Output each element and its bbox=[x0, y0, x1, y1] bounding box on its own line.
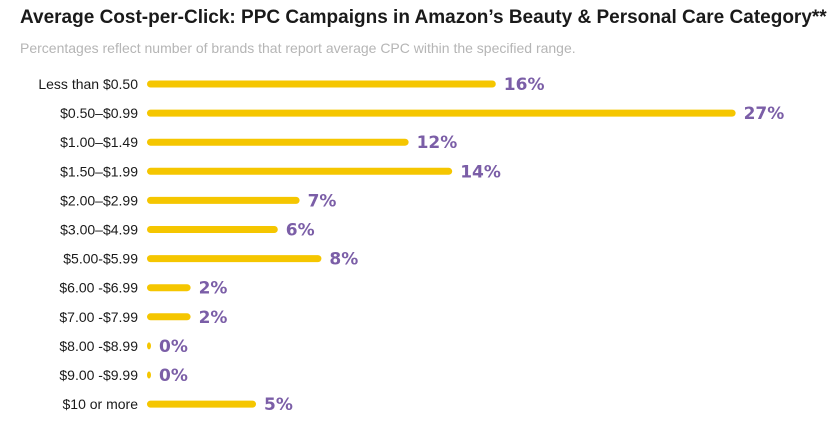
value-label-less-than-0-50: 16% bbox=[504, 75, 545, 95]
chart-title: Average Cost-per-Click: PPC Campaigns in… bbox=[20, 7, 827, 28]
category-label-0-50-0-99: $0.50–$0.99 bbox=[60, 105, 138, 121]
category-label-3-00-4-99: $3.00–$4.99 bbox=[60, 222, 138, 238]
category-label-5-00-5-99: $5.00-$5.99 bbox=[63, 251, 138, 267]
chart-subtitle: Percentages reflect number of brands tha… bbox=[20, 40, 576, 56]
category-label-10-or-more: $10 or more bbox=[63, 396, 139, 412]
category-label-8-00-8-99: $8.00 -$8.99 bbox=[59, 338, 138, 354]
bar-8-00-8-99 bbox=[147, 342, 151, 350]
value-label-7-00-7-99: 2% bbox=[199, 308, 228, 328]
value-label-3-00-4-99: 6% bbox=[286, 221, 315, 241]
bar-0-50-0-99 bbox=[147, 109, 736, 117]
value-label-5-00-5-99: 8% bbox=[329, 250, 358, 270]
bar-9-00-9-99 bbox=[147, 371, 151, 379]
value-label-9-00-9-99: 0% bbox=[159, 366, 188, 386]
category-label-7-00-7-99: $7.00 -$7.99 bbox=[59, 309, 138, 325]
bar-5-00-5-99 bbox=[147, 255, 322, 263]
bar-3-00-4-99 bbox=[147, 226, 278, 233]
value-label-8-00-8-99: 0% bbox=[159, 337, 188, 357]
value-label-0-50-0-99: 27% bbox=[744, 104, 785, 124]
value-label-6-00-6-99: 2% bbox=[199, 279, 228, 299]
category-label-6-00-6-99: $6.00 -$6.99 bbox=[59, 280, 138, 296]
bar-2-00-2-99 bbox=[147, 196, 300, 204]
bar-less-than-0-50 bbox=[147, 80, 496, 88]
category-label-2-00-2-99: $2.00–$2.99 bbox=[60, 192, 138, 208]
category-label-1-00-1-49: $1.00–$1.49 bbox=[60, 134, 138, 150]
bar-7-00-7-99 bbox=[147, 313, 191, 321]
bar-10-or-more bbox=[147, 400, 256, 408]
value-label-10-or-more: 5% bbox=[264, 395, 293, 415]
value-label-1-00-1-49: 12% bbox=[417, 133, 458, 153]
bar-1-50-1-99 bbox=[147, 167, 453, 175]
bar-6-00-6-99 bbox=[147, 284, 191, 292]
bar-1-00-1-49 bbox=[147, 138, 409, 146]
value-label-1-50-1-99: 14% bbox=[460, 162, 501, 182]
category-label-1-50-1-99: $1.50–$1.99 bbox=[60, 163, 138, 179]
category-label-9-00-9-99: $9.00 -$9.99 bbox=[59, 367, 138, 383]
value-label-2-00-2-99: 7% bbox=[308, 191, 337, 211]
category-label-less-than-0-50: Less than $0.50 bbox=[38, 76, 138, 92]
